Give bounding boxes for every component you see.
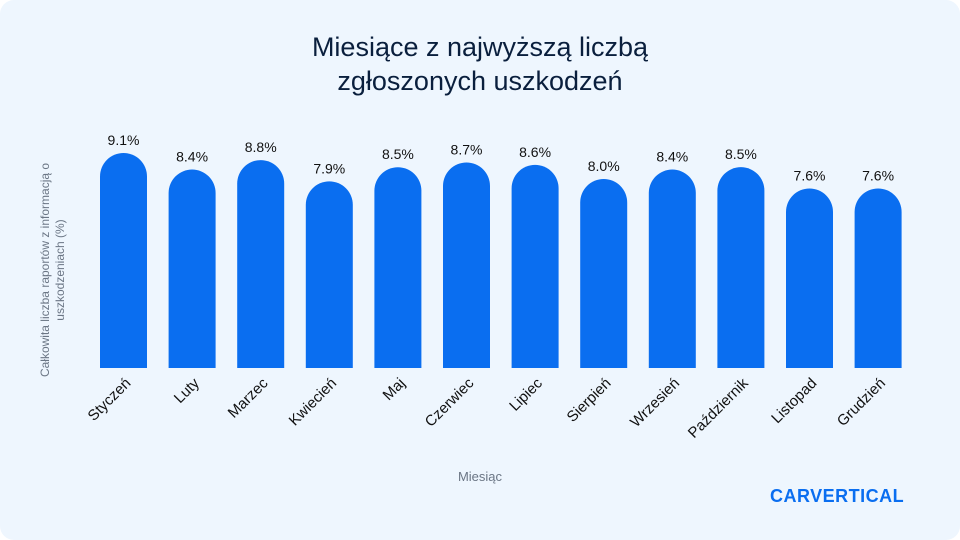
chart-title-line2: zgłoszonych uszkodzeń bbox=[337, 66, 623, 96]
value-label-3: 7.9% bbox=[313, 160, 345, 176]
value-label-10: 7.6% bbox=[794, 167, 826, 183]
value-label-0: 9.1% bbox=[108, 132, 140, 148]
value-label-6: 8.6% bbox=[519, 144, 551, 160]
bar-1 bbox=[168, 169, 216, 368]
bar-5 bbox=[443, 162, 490, 368]
value-label-4: 8.5% bbox=[382, 146, 414, 162]
carvertical-logo: CARVERTICAL bbox=[770, 486, 905, 506]
category-label-6: Lipiec bbox=[506, 374, 546, 414]
bar-2 bbox=[237, 160, 285, 368]
bar-11 bbox=[854, 188, 902, 368]
category-label-5: Czerwiec bbox=[422, 374, 478, 430]
category-label-0: Styczeń bbox=[85, 375, 135, 425]
bar-6 bbox=[511, 164, 559, 368]
value-label-1: 8.4% bbox=[176, 149, 208, 165]
category-label-2: Marzec bbox=[225, 374, 272, 421]
category-label-10: Listopad bbox=[768, 375, 820, 427]
bar-10 bbox=[786, 188, 833, 368]
chart-title-line1: Miesiące z najwyższą liczbą bbox=[311, 32, 649, 62]
category-label-1: Luty bbox=[171, 374, 203, 406]
category-label-11: Grudzień bbox=[834, 375, 889, 430]
value-label-2: 8.8% bbox=[245, 139, 277, 155]
bar-7 bbox=[580, 178, 628, 368]
category-label-4: Maj bbox=[380, 375, 409, 404]
category-label-3: Kwiecień bbox=[286, 375, 340, 429]
category-label-7: Sierpień bbox=[564, 375, 615, 426]
value-label-5: 8.7% bbox=[451, 141, 483, 157]
bar-0 bbox=[100, 153, 147, 368]
bar-3 bbox=[305, 181, 353, 368]
chart-title: Miesiące z najwyższą liczbą zgłoszonych … bbox=[0, 30, 960, 98]
x-axis-label: Miesiąc bbox=[457, 469, 503, 484]
value-label-11: 7.6% bbox=[862, 167, 894, 183]
bar-9 bbox=[717, 167, 765, 368]
bar-8 bbox=[648, 169, 696, 368]
value-label-7: 8.0% bbox=[588, 158, 620, 174]
value-label-8: 8.4% bbox=[656, 149, 688, 165]
category-label-8: Wrzesień bbox=[627, 375, 683, 431]
category-label-9: Październik bbox=[685, 374, 752, 441]
value-label-9: 8.5% bbox=[725, 146, 757, 162]
bar-4 bbox=[374, 167, 422, 368]
